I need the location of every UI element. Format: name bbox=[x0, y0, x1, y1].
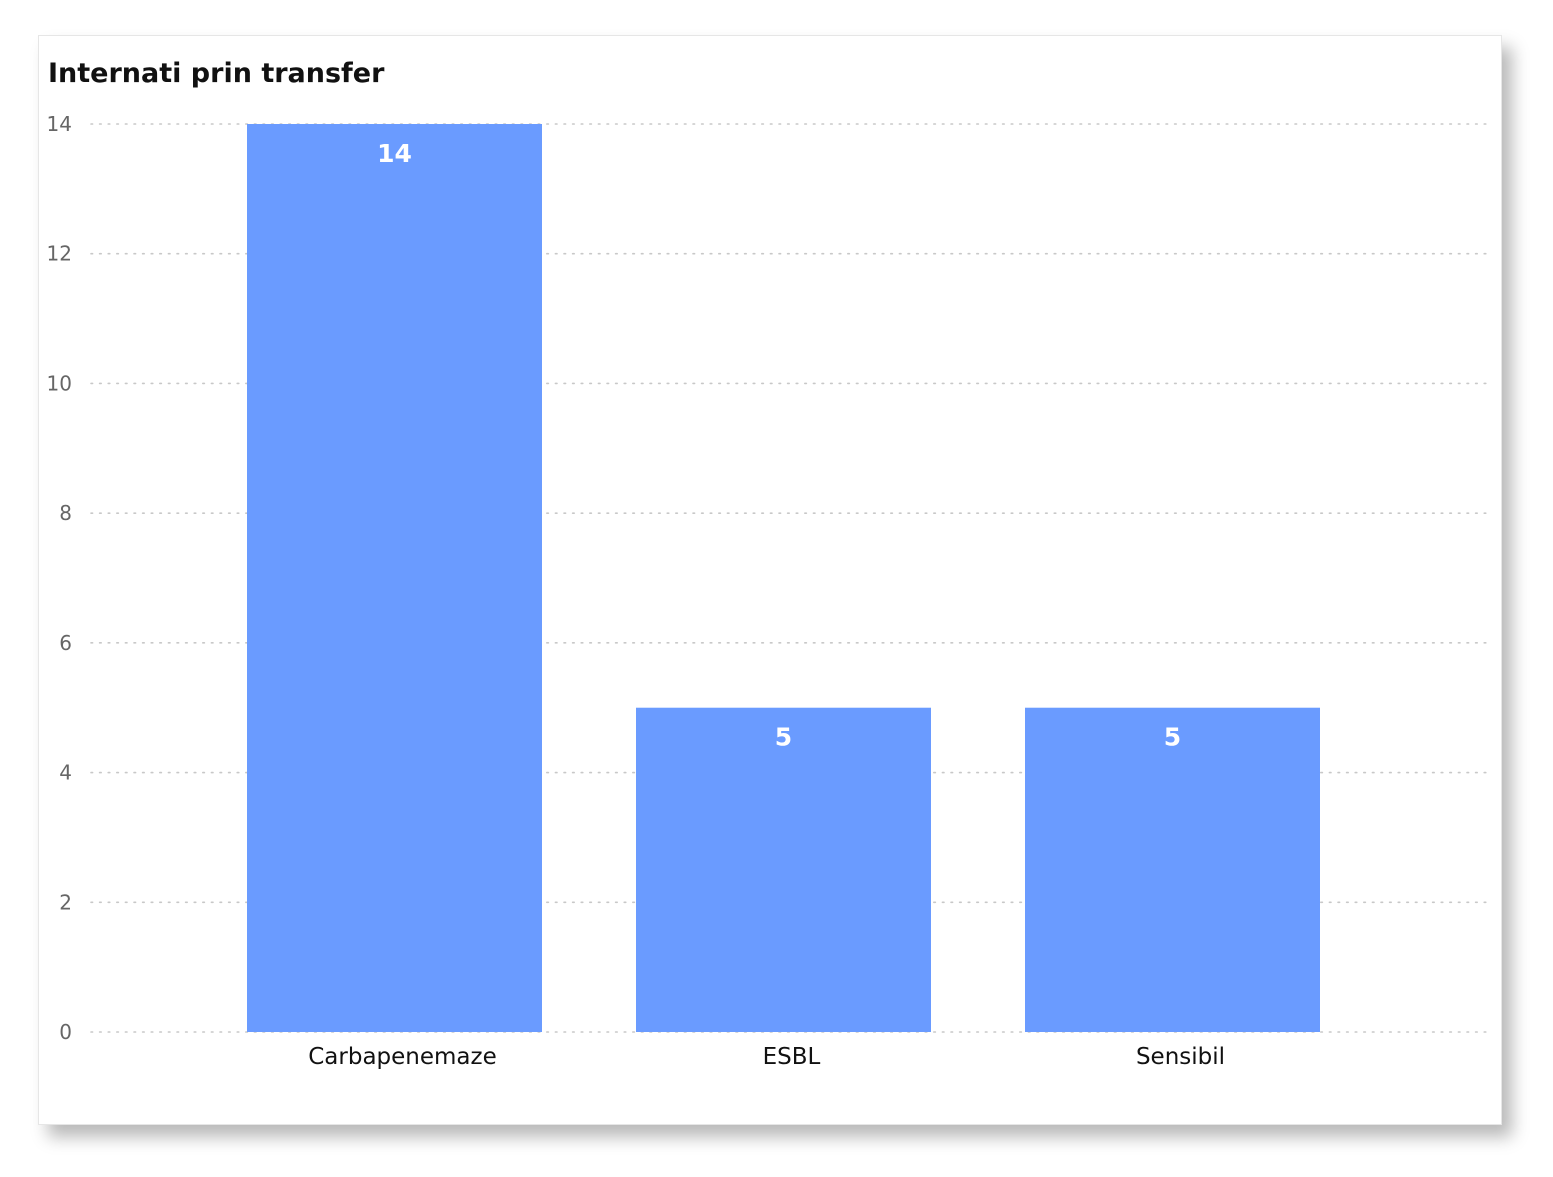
bar-esbl[interactable] bbox=[636, 707, 931, 1032]
bar-carbapenemaze[interactable] bbox=[247, 124, 542, 1032]
x-axis-categories: Carbapenemaze ESBL Sensibil bbox=[308, 1044, 1225, 1070]
chart-card: Internati prin transfer 0 2 4 6 8 10 12 14 14 5 5… bbox=[38, 35, 1502, 1125]
y-tick-label: 2 bbox=[59, 890, 72, 914]
data-label: 14 bbox=[377, 139, 412, 168]
data-label: 5 bbox=[775, 723, 792, 752]
y-tick-label: 12 bbox=[47, 242, 72, 266]
y-tick-label: 10 bbox=[47, 371, 72, 395]
x-category-label: ESBL bbox=[763, 1044, 821, 1070]
x-category-label: Carbapenemaze bbox=[308, 1044, 497, 1070]
y-axis-ticks: 0 2 4 6 8 10 12 14 bbox=[47, 112, 72, 1044]
x-category-label: Sensibil bbox=[1136, 1044, 1225, 1070]
y-tick-label: 14 bbox=[47, 112, 72, 136]
data-labels: 14 5 5 bbox=[377, 139, 1181, 752]
bar-sensibil[interactable] bbox=[1025, 707, 1320, 1032]
data-label: 5 bbox=[1164, 723, 1181, 752]
bars bbox=[247, 124, 1320, 1032]
y-tick-label: 0 bbox=[59, 1020, 72, 1044]
bar-chart: 0 2 4 6 8 10 12 14 14 5 5 Carbapenemaze ESBL Sensib… bbox=[47, 112, 1492, 1070]
y-tick-label: 6 bbox=[59, 631, 72, 655]
y-tick-label: 4 bbox=[59, 761, 72, 785]
chart-title: Internati prin transfer bbox=[48, 58, 385, 89]
y-tick-label: 8 bbox=[59, 501, 72, 525]
